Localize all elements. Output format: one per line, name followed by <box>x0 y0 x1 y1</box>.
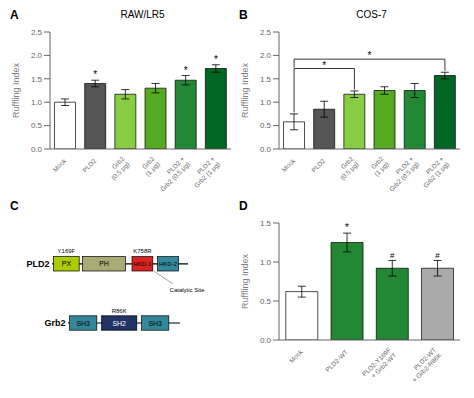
svg-text:PLD2: PLD2 <box>81 157 98 174</box>
svg-text:Ruffling Index: Ruffling Index <box>11 63 21 118</box>
svg-text:PX: PX <box>62 260 72 267</box>
svg-text:2.5: 2.5 <box>260 28 272 37</box>
svg-text:Ruffling Index: Ruffling Index <box>240 63 250 118</box>
html-text:B: B <box>239 8 248 22</box>
svg-text:0.5: 0.5 <box>260 121 272 130</box>
svg-text:1.5: 1.5 <box>260 75 272 84</box>
svg-text:PLD2-Y169F+ Grb2-WT: PLD2-Y169F+ Grb2-WT <box>361 346 398 383</box>
svg-text:R86K: R86K <box>112 308 127 314</box>
svg-text:HKD-1: HKD-1 <box>133 261 152 267</box>
svg-text:Mock: Mock <box>288 348 304 364</box>
svg-text:*: * <box>368 50 372 61</box>
svg-text:Grb2(0.5 μg): Grb2(0.5 μg) <box>334 155 361 182</box>
html-text:D: D <box>239 199 248 213</box>
svg-text:PLD2-WT+ Grb2-R86K: PLD2-WT+ Grb2-R86K <box>405 346 443 384</box>
svg-text:K758R: K758R <box>133 248 152 254</box>
svg-text:Catalytic Site: Catalytic Site <box>170 287 206 293</box>
svg-text:*: * <box>322 60 326 71</box>
svg-text:2.5: 2.5 <box>31 28 43 37</box>
svg-text:1.0: 1.0 <box>31 98 43 107</box>
svg-text:1.5: 1.5 <box>260 219 272 228</box>
svg-text:2.0: 2.0 <box>260 51 272 60</box>
svg-text:Grb2(0.5 μg): Grb2(0.5 μg) <box>105 155 132 182</box>
svg-text:PLD2 +Grb2 (1 μg): PLD2 +Grb2 (1 μg) <box>187 155 222 190</box>
svg-text:#: # <box>390 251 395 260</box>
svg-text:0.0: 0.0 <box>260 336 272 345</box>
svg-text:Y169F: Y169F <box>58 248 76 254</box>
svg-text:0.5: 0.5 <box>31 121 43 130</box>
svg-text:2.0: 2.0 <box>31 51 43 60</box>
svg-text:Grb2(1 μg): Grb2(1 μg) <box>139 155 162 178</box>
svg-text:0.5: 0.5 <box>260 297 272 306</box>
svg-text:PLD2 +Grb2 (1 μg): PLD2 +Grb2 (1 μg) <box>416 155 451 190</box>
svg-text:*: * <box>345 222 349 233</box>
svg-text:Mock: Mock <box>51 157 67 173</box>
svg-text:SH3: SH3 <box>148 320 162 327</box>
html-text:RAW/LR5: RAW/LR5 <box>120 9 165 20</box>
svg-text:PLD2: PLD2 <box>27 259 50 269</box>
svg-text:Grb2(1 μg): Grb2(1 μg) <box>368 155 391 178</box>
svg-text:SH3: SH3 <box>76 320 90 327</box>
svg-text:PLD2-WT: PLD2-WT <box>324 348 349 373</box>
svg-text:SH2: SH2 <box>112 320 126 327</box>
svg-text:Ruffling Index: Ruffling Index <box>240 254 250 309</box>
html-text:A: A <box>10 8 19 22</box>
svg-text:#: # <box>435 251 440 260</box>
svg-text:*: * <box>93 69 97 80</box>
svg-text:*: * <box>184 65 188 76</box>
svg-text:PH: PH <box>99 260 109 267</box>
svg-text:PLD2 +Grb2 (0.5 μg): PLD2 +Grb2 (0.5 μg) <box>382 155 421 194</box>
svg-text:Grb2: Grb2 <box>45 318 66 328</box>
svg-text:1.0: 1.0 <box>260 258 272 267</box>
svg-text:HKD-2: HKD-2 <box>159 261 178 267</box>
svg-text:1.5: 1.5 <box>31 75 43 84</box>
svg-text:0.0: 0.0 <box>31 145 43 154</box>
svg-text:0.0: 0.0 <box>260 145 272 154</box>
svg-text:PLD2 +Grb2 (0.5 μg): PLD2 +Grb2 (0.5 μg) <box>153 155 192 194</box>
html-text:C: C <box>10 199 19 213</box>
svg-text:*: * <box>214 54 218 65</box>
svg-text:1.0: 1.0 <box>260 98 272 107</box>
svg-text:Mock: Mock <box>280 157 296 173</box>
html-text:COS-7: COS-7 <box>356 9 387 20</box>
svg-text:PLD2: PLD2 <box>310 157 327 174</box>
